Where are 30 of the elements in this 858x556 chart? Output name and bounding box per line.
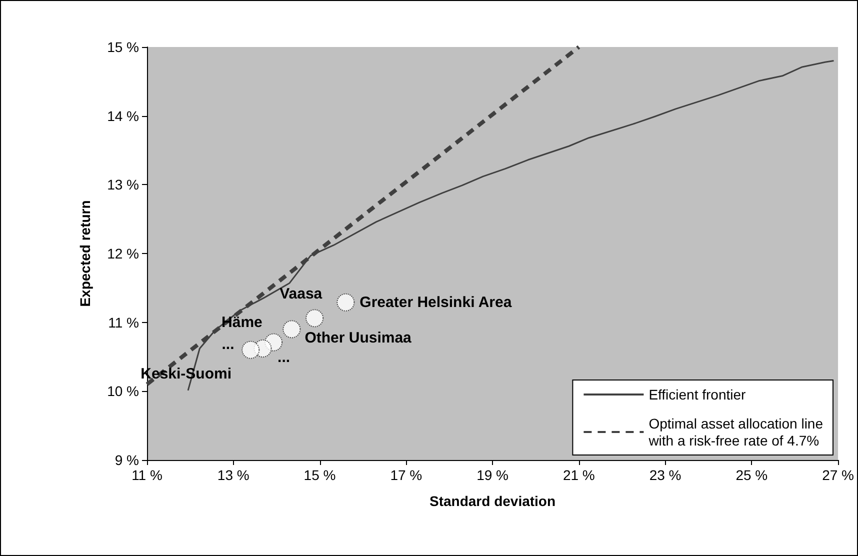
annotation: ... bbox=[278, 348, 290, 366]
legend-label: Optimal asset allocation line with a risk-free rate of 4.7% bbox=[648, 416, 824, 448]
x-tick-label: 11 % bbox=[132, 467, 162, 483]
point bbox=[336, 293, 355, 312]
x-tick-label: 17 % bbox=[390, 467, 422, 483]
x-tick-label: 23 % bbox=[649, 467, 682, 483]
y-tick-label: 15 % bbox=[107, 39, 139, 55]
y-tick-label: 12 % bbox=[107, 246, 139, 262]
legend-label: Efficient frontier bbox=[648, 386, 746, 402]
y-tick-label: 11 % bbox=[108, 314, 139, 330]
x-tick-label: 15 % bbox=[304, 467, 336, 483]
x-axis-title: Standard deviation bbox=[430, 493, 556, 509]
x-tick-label: 27 % bbox=[822, 467, 854, 483]
y-tick-label: 9 % bbox=[114, 452, 139, 468]
annotation: Häme bbox=[222, 314, 262, 331]
y-tick-label: 13 % bbox=[107, 176, 139, 193]
x-tick-label: 25 % bbox=[736, 467, 768, 483]
annotation: Greater Helsinki Area bbox=[360, 294, 512, 311]
x-tick-label: 13 % bbox=[217, 467, 250, 483]
x-tick-label: 19 % bbox=[476, 467, 508, 483]
annotation: Vaasa bbox=[280, 286, 323, 303]
y-tick-label: 14 % bbox=[107, 108, 139, 124]
annotation: Other Uusimaa bbox=[304, 330, 412, 347]
point bbox=[242, 340, 260, 359]
x-tick-label: 21 % bbox=[562, 467, 595, 483]
y-axis-title: Expected return bbox=[77, 200, 93, 307]
point bbox=[282, 320, 301, 338]
annotation: ... bbox=[222, 336, 234, 353]
y-tick-label: 10 % bbox=[107, 383, 139, 400]
point bbox=[306, 309, 324, 328]
